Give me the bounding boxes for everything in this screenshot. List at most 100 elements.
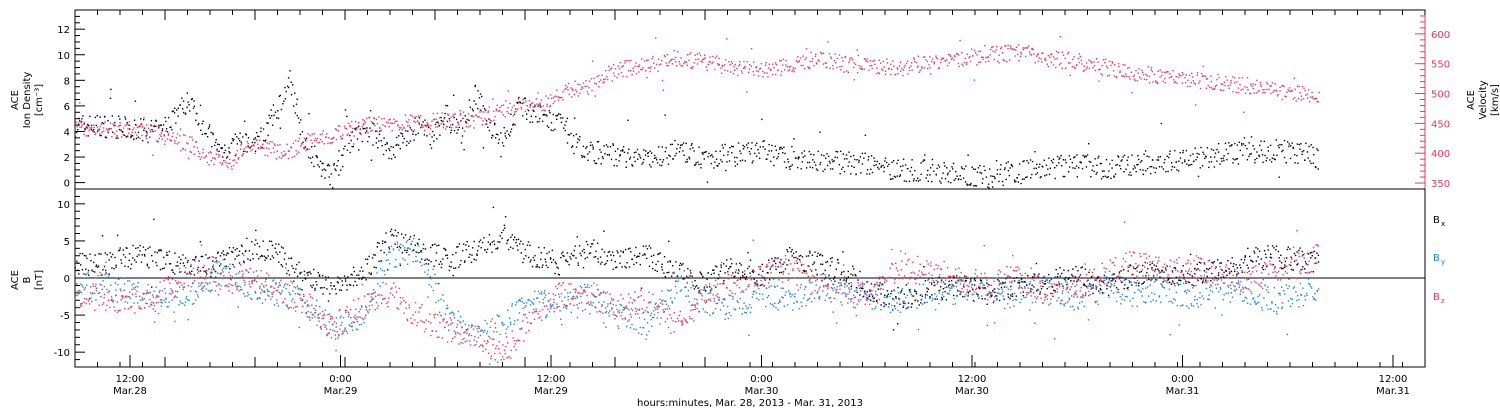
data-point xyxy=(96,115,98,117)
data-point xyxy=(499,241,501,243)
data-point xyxy=(586,91,589,93)
data-point xyxy=(814,251,816,253)
data-point xyxy=(1203,262,1206,264)
data-point xyxy=(286,85,289,87)
data-point xyxy=(462,111,465,113)
data-point xyxy=(167,116,170,119)
data-point xyxy=(217,143,219,145)
data-point xyxy=(165,128,168,130)
data-point xyxy=(556,118,558,120)
data-point xyxy=(985,176,988,178)
data-point xyxy=(1200,146,1202,149)
data-point xyxy=(153,218,155,221)
data-point xyxy=(619,154,621,156)
data-point xyxy=(200,288,203,290)
data-point xyxy=(552,304,554,306)
data-point xyxy=(982,178,984,180)
data-point xyxy=(307,274,309,276)
data-point xyxy=(86,127,89,129)
data-point xyxy=(1237,272,1240,274)
data-point xyxy=(966,53,968,55)
data-point xyxy=(937,281,939,283)
data-point xyxy=(614,318,616,320)
data-point xyxy=(168,250,171,253)
data-point xyxy=(952,162,955,165)
data-point xyxy=(515,108,517,110)
data-point xyxy=(497,142,500,144)
data-point xyxy=(622,150,624,152)
data-point xyxy=(1252,145,1254,147)
data-point xyxy=(1107,67,1109,69)
data-point xyxy=(501,237,503,240)
data-point xyxy=(315,281,317,283)
data-point xyxy=(220,147,223,150)
data-point xyxy=(327,163,329,166)
data-point xyxy=(1176,82,1178,84)
data-point xyxy=(1094,158,1096,160)
data-point xyxy=(351,145,353,148)
data-point xyxy=(161,130,163,132)
data-point xyxy=(369,127,371,129)
data-point xyxy=(314,287,316,290)
data-point xyxy=(552,96,555,99)
data-point xyxy=(1180,270,1183,272)
data-point xyxy=(1275,139,1277,141)
data-point xyxy=(1302,98,1305,100)
data-point xyxy=(908,67,911,69)
data-point xyxy=(211,271,213,274)
data-point xyxy=(416,120,419,123)
data-point xyxy=(298,261,300,264)
data-point xyxy=(179,262,182,265)
data-point xyxy=(1273,158,1275,160)
data-point xyxy=(201,287,204,289)
data-point xyxy=(383,117,385,120)
data-point xyxy=(1088,283,1091,285)
data-point xyxy=(104,252,107,254)
data-point xyxy=(413,120,415,122)
data-point xyxy=(481,330,484,332)
data-point xyxy=(1100,73,1102,75)
data-point xyxy=(789,168,791,170)
data-point xyxy=(1101,64,1103,67)
data-point xyxy=(142,126,144,128)
data-point xyxy=(1080,267,1082,269)
data-point xyxy=(1068,155,1071,157)
data-point xyxy=(158,137,160,140)
data-point xyxy=(241,245,243,248)
data-point xyxy=(573,135,575,137)
data-point xyxy=(469,253,471,256)
data-point xyxy=(414,260,417,262)
data-point xyxy=(130,134,132,136)
data-point xyxy=(753,278,755,281)
data-point xyxy=(279,144,281,146)
data-point xyxy=(1243,137,1246,139)
data-point xyxy=(1104,175,1106,177)
data-point xyxy=(267,134,269,137)
data-point xyxy=(811,58,814,60)
data-point xyxy=(1026,176,1028,178)
data-point xyxy=(145,135,147,137)
data-point xyxy=(525,100,527,102)
data-point xyxy=(1168,156,1170,159)
data-point xyxy=(238,137,240,140)
data-point xyxy=(1294,88,1296,90)
data-point xyxy=(1285,96,1287,98)
data-point xyxy=(241,288,243,291)
data-point xyxy=(1051,286,1054,288)
data-point xyxy=(1020,280,1023,283)
data-point xyxy=(613,254,615,257)
data-point xyxy=(336,281,339,283)
data-point xyxy=(610,67,613,69)
data-point xyxy=(568,263,570,266)
data-point xyxy=(238,254,240,256)
data-point xyxy=(1220,83,1222,85)
data-point xyxy=(1312,98,1314,100)
data-point xyxy=(1291,89,1293,92)
data-point xyxy=(495,248,497,250)
data-point xyxy=(474,85,476,88)
data-point xyxy=(1153,275,1155,277)
data-point xyxy=(631,164,633,166)
data-point xyxy=(283,154,285,157)
data-point xyxy=(133,127,135,129)
data-point xyxy=(1286,257,1288,259)
